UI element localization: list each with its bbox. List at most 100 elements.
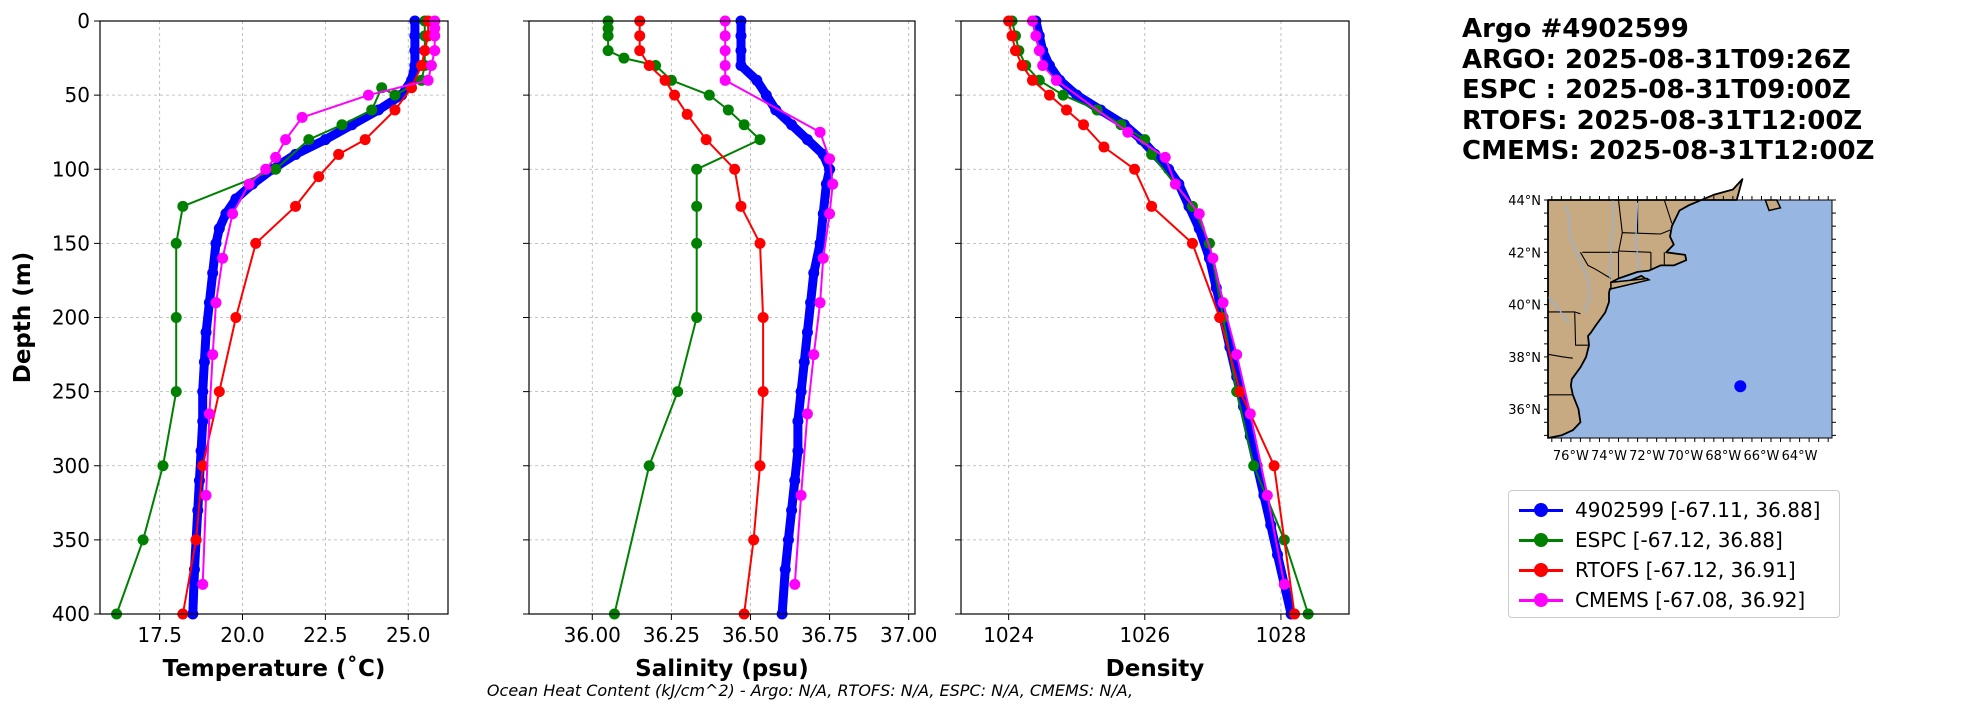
map-lon-label: 76°W [1553,449,1589,464]
data-point [313,171,325,183]
legend-item-rtofs: RTOFS [-67.12, 36.91] [1509,555,1839,585]
ohc-footnote: Ocean Heat Content (kJ/cm^2) - Argo: N/A… [486,681,1134,700]
x-tick-label: 20.0 [220,623,265,647]
map-river [1547,296,1570,324]
data-point [419,45,431,57]
data-point [792,415,804,427]
data-point [817,252,829,264]
data-point [1115,119,1127,131]
data-point [1261,489,1273,501]
data-point [243,178,255,190]
title-argo-id: Argo #4902599 [1462,14,1689,44]
data-point [1030,30,1042,42]
data-point [227,208,239,220]
data-point [1129,163,1141,175]
y-tick-label: 200 [52,306,90,330]
x-tick-label: 37.00 [880,623,937,647]
x-tick-label: 36.50 [722,623,779,647]
map-lon-label: 68°W [1705,449,1741,464]
data-point [207,349,219,361]
map-border [1617,199,1623,279]
data-point [359,134,371,146]
data-point [1033,45,1045,57]
map-island [1610,277,1651,290]
y-tick-label: 0 [77,9,90,33]
y-tick-label: 300 [52,454,90,478]
data-point [1043,89,1055,101]
data-point [827,178,839,190]
map-border [1574,311,1589,346]
map-lon-label: 74°W [1591,449,1627,464]
data-point [193,475,205,487]
data-point [170,312,182,323]
data-point [814,237,826,249]
legend-label: ESPC [-67.12, 36.88] [1575,528,1783,552]
data-point [170,237,182,249]
data-point [814,126,826,138]
data-point [738,119,750,131]
y-tick-label: 100 [52,157,90,181]
data-point [798,356,810,368]
data-point [1234,386,1246,398]
data-point [200,489,212,501]
data-point [1193,208,1205,220]
map-lat-label: 38°N [1508,351,1541,366]
data-point [634,30,646,42]
map-river [1566,205,1591,313]
data-point [808,349,820,361]
data-point [198,356,210,368]
map-lon-label: 70°W [1667,449,1703,464]
map-lat-label: 44°N [1508,194,1541,209]
legend: 4902599 [-67.11, 36.88] ESPC [-67.12, 36… [1508,490,1840,618]
y-tick-label: 150 [52,231,90,255]
data-point [1057,89,1069,101]
data-point [782,534,794,546]
x-tick-label: 36.75 [801,623,858,647]
data-point [801,134,813,146]
data-point [210,237,222,249]
data-point [801,408,813,420]
data-point [719,45,731,57]
panel-temperature: 17.5 20.0 22.5 25.0 0 50 100 150 200 250 300 350 400… [10,9,449,682]
legend-label: 4902599 [-67.11, 36.88] [1575,498,1821,522]
data-point [336,119,348,131]
data-point [137,534,149,546]
y-tick-label: 400 [52,602,90,626]
data-point [409,30,421,42]
data-point [789,578,801,590]
data-point [366,104,378,116]
data-point [786,119,798,131]
data-point [735,59,747,71]
x-axis-label: Temperature (˚C) [163,655,386,682]
data-point [290,200,302,212]
x-tick-label: 36.25 [643,623,700,647]
data-point [703,89,715,101]
data-point [389,104,401,116]
data-point [157,460,169,472]
data-point [748,534,760,546]
x-tick-label: 36.00 [564,623,621,647]
series-line-rtofs [638,20,765,615]
x-axis-label: Density [1106,656,1205,682]
data-point [700,134,712,146]
data-point [719,74,731,86]
data-point [190,534,202,546]
y-axis-label: Depth (m) [10,252,36,384]
data-point [1186,237,1198,249]
data-point [795,386,807,398]
map-border [1622,229,1671,235]
data-point [824,153,836,165]
title-rtofs-time: RTOFS: 2025-08-31T12:00Z [1462,105,1863,136]
data-point [197,460,209,472]
data-point [1268,460,1280,472]
data-point [691,200,703,212]
data-point [213,223,225,235]
data-point [801,326,813,338]
data-point [805,297,817,309]
data-point [1244,408,1256,420]
data-point [1207,252,1219,264]
data-point [280,134,292,146]
data-point [1231,349,1243,361]
data-point [1026,74,1038,86]
